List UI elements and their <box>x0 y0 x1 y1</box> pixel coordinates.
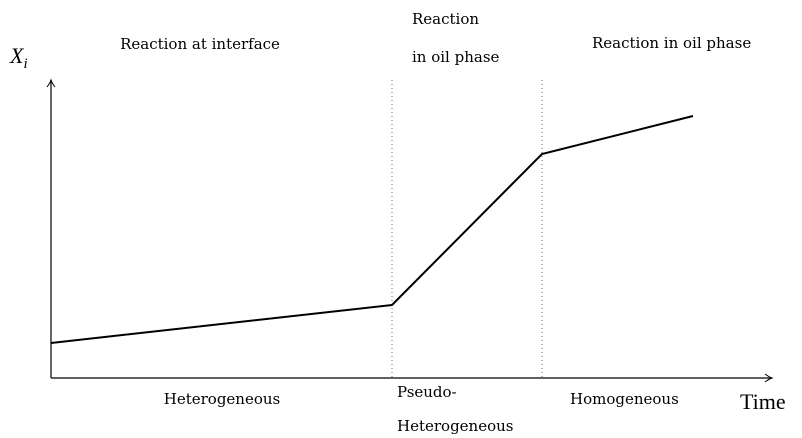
region-bottom-label: Heterogeneous <box>164 390 280 408</box>
region-bottom-label: Heterogeneous <box>397 417 513 435</box>
region-bottom-label: Homogeneous <box>570 390 679 408</box>
region-top-label: in oil phase <box>412 48 500 66</box>
region-top-label: Reaction <box>412 10 479 28</box>
curve <box>50 115 694 344</box>
region-bottom-label: Pseudo- <box>397 383 457 401</box>
x-axis-label: Time <box>740 389 786 414</box>
y-axis-label: Xi <box>9 43 28 72</box>
region-top-label: Reaction in oil phase <box>592 34 751 52</box>
region-top-label: Reaction at interface <box>120 35 280 53</box>
